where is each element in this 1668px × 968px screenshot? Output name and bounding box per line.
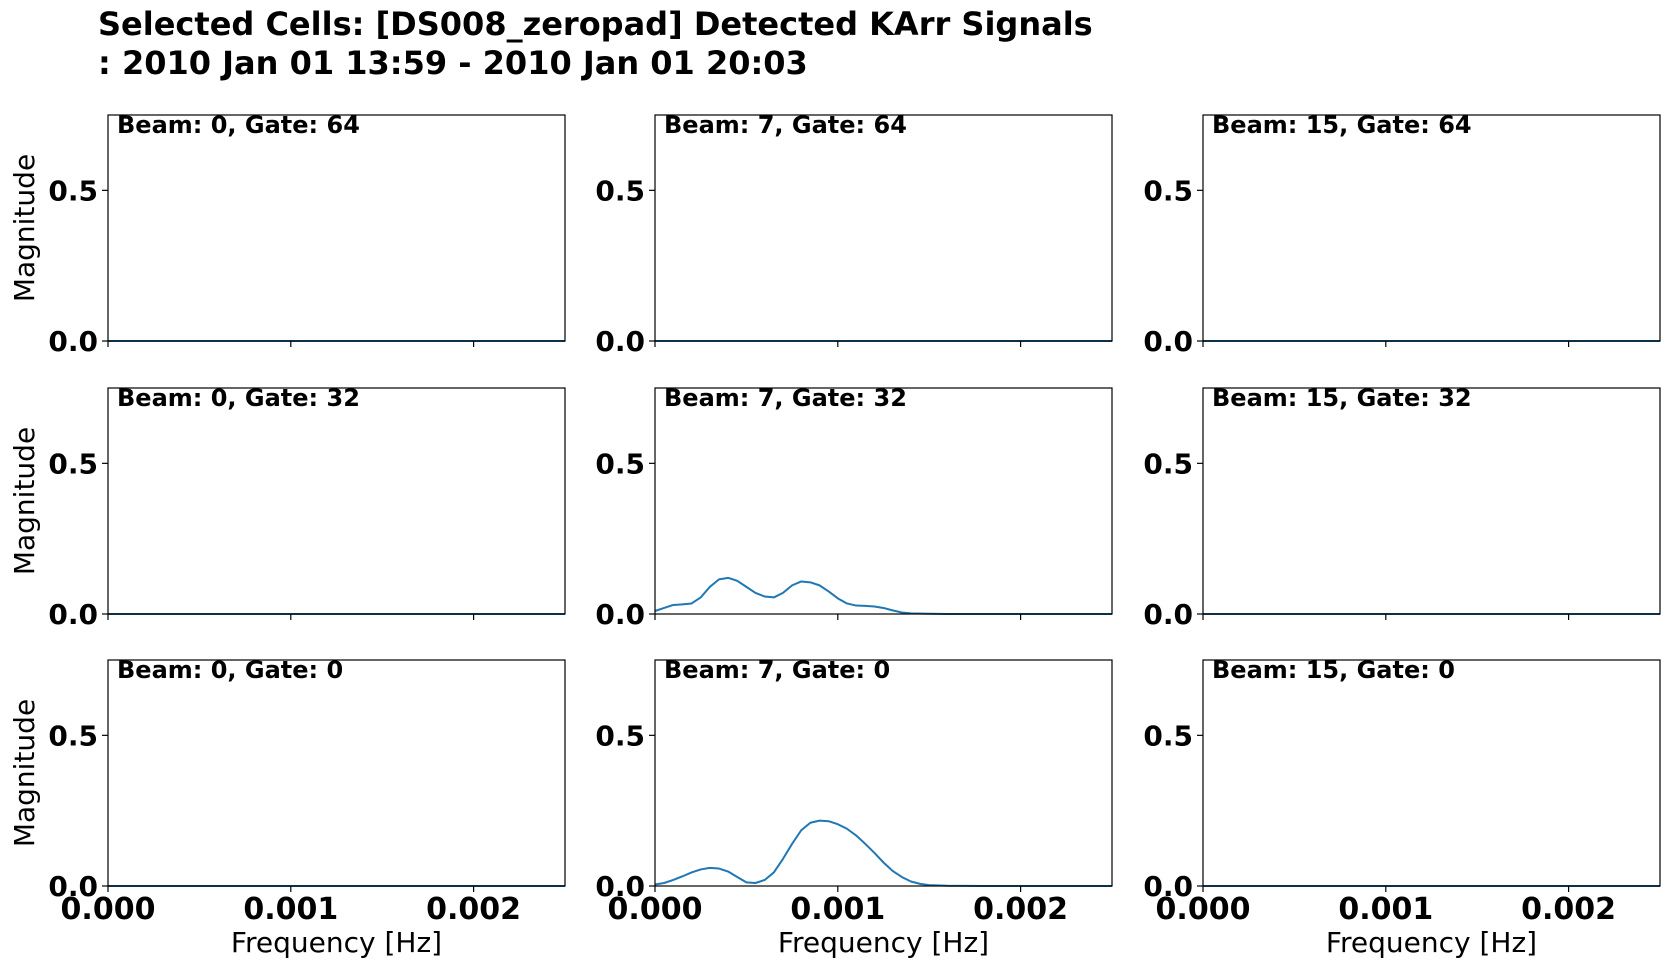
panel-label: Beam: 15, Gate: 0 (1212, 656, 1455, 684)
subplot-2: Beam: 15, Gate: 64 0.0 0.5 (1143, 111, 1661, 358)
panel-label: Beam: 7, Gate: 32 (664, 384, 907, 412)
xtick-label: 0.002 (973, 892, 1068, 927)
xtick-label: 0.002 (426, 892, 521, 927)
axes-frame (107, 387, 566, 615)
ytick-label: 0.0 (595, 598, 645, 631)
y-axis-label: Magnitude (8, 154, 41, 302)
subplot-8: Beam: 15, Gate: 0 0.0 0.5 0.000 0.001 0.002Fr… (1143, 656, 1661, 959)
figure-title-line2: : 2010 Jan 01 13:59 - 2010 Jan 01 20:03 (98, 44, 808, 82)
ytick-label: 0.5 (48, 174, 98, 207)
subplot-6: Beam: 0, Gate: 0 0.0 0.5 0.000 0.001 0.002 Mag… (8, 656, 566, 959)
ytick-label: 0.5 (595, 174, 645, 207)
y-axis-label: Magnitude (8, 427, 41, 575)
axes-frame (1202, 659, 1661, 887)
panel-label: Beam: 7, Gate: 0 (664, 656, 890, 684)
axes-frame (107, 114, 566, 342)
subplot-4: Beam: 7, Gate: 32 0.0 0.5 (595, 384, 1113, 631)
xtick-label: 0.000 (1156, 892, 1251, 927)
ytick-label: 0.0 (1143, 598, 1193, 631)
panel-label: Beam: 0, Gate: 0 (117, 656, 343, 684)
ytick-label: 0.5 (595, 447, 645, 480)
panel-label: Beam: 15, Gate: 64 (1212, 111, 1472, 139)
x-axis-label: Frequency [Hz] (231, 926, 442, 959)
ytick-label: 0.0 (1143, 870, 1193, 903)
xtick-label: 0.002 (1521, 892, 1616, 927)
panel-label: Beam: 7, Gate: 64 (664, 111, 907, 139)
ytick-label: 0.5 (1143, 174, 1193, 207)
ytick-label: 0.5 (48, 719, 98, 752)
xtick-label: 0.001 (1338, 892, 1433, 927)
xtick-label: 0.000 (608, 892, 703, 927)
figure-title-line1: Selected Cells: [DS008_zeropad] Detected… (98, 5, 1093, 43)
ytick-label: 0.0 (48, 870, 98, 903)
axes-frame (654, 659, 1113, 887)
ytick-label: 0.5 (1143, 447, 1193, 480)
panel-label: Beam: 0, Gate: 64 (117, 111, 360, 139)
series-line (654, 576, 1112, 615)
panel-label: Beam: 0, Gate: 32 (117, 384, 360, 412)
x-axis-label: Frequency [Hz] (778, 926, 989, 959)
y-axis-label: Magnitude (8, 699, 41, 847)
ytick-label: 0.0 (595, 325, 645, 358)
xtick-label: 0.001 (790, 892, 885, 927)
panel-label: Beam: 15, Gate: 32 (1212, 384, 1472, 412)
series-line (654, 819, 1112, 887)
ytick-label: 0.0 (1143, 325, 1193, 358)
ytick-label: 0.5 (48, 447, 98, 480)
xtick-label: 0.001 (243, 892, 338, 927)
ytick-label: 0.0 (48, 598, 98, 631)
subplot-5: Beam: 15, Gate: 32 0.0 0.5 (1143, 384, 1661, 631)
subplot-1: Beam: 7, Gate: 64 0.0 0.5 (595, 111, 1113, 358)
ytick-label: 0.5 (595, 719, 645, 752)
ytick-label: 0.0 (48, 325, 98, 358)
axes-frame (1202, 387, 1661, 615)
ytick-label: 0.0 (595, 870, 645, 903)
axes-frame (654, 114, 1113, 342)
axes-frame (1202, 114, 1661, 342)
xtick-label: 0.000 (61, 892, 156, 927)
axes-frame (654, 387, 1113, 615)
x-axis-label: Frequency [Hz] (1326, 926, 1537, 959)
axes-frame (107, 659, 566, 887)
ytick-label: 0.5 (1143, 719, 1193, 752)
subplot-7: Beam: 7, Gate: 0 0.0 0.5 0.000 0.001 0.002Fre… (595, 656, 1113, 959)
